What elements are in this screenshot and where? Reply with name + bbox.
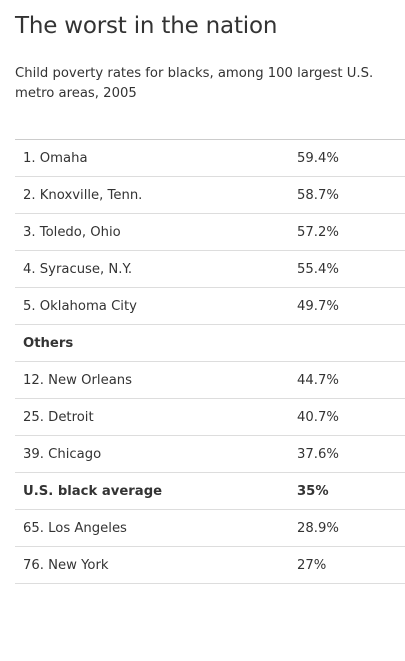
row-label: 5. Oklahoma City [15,287,297,325]
row-label: 1. Omaha [15,139,297,177]
table-row: 65. Los Angeles 28.9% [15,509,405,547]
row-label: Others [15,324,297,362]
poverty-rate-table: 1. Omaha 59.4% 2. Knoxville, Tenn. 58.7% 3. … [15,139,405,584]
row-label: 76. New York [15,546,297,584]
row-label: 3. Toledo, Ohio [15,213,297,251]
row-value: 40.7% [297,398,405,436]
row-value: 28.9% [297,509,405,547]
row-label: 4. Syracuse, N.Y. [15,250,297,288]
table-row: 5. Oklahoma City 49.7% [15,287,405,325]
table-row: 1. Omaha 59.4% [15,139,405,177]
row-label: 12. New Orleans [15,361,297,399]
row-value: 37.6% [297,435,405,473]
row-value: 55.4% [297,250,405,288]
table-section-row: U.S. black average 35% [15,472,405,510]
table-row: 39. Chicago 37.6% [15,435,405,473]
table-row: 2. Knoxville, Tenn. 58.7% [15,176,405,214]
row-value: 49.7% [297,287,405,325]
row-value: 44.7% [297,361,405,399]
table-row: 4. Syracuse, N.Y. 55.4% [15,250,405,288]
row-value: 27% [297,546,405,584]
row-label: 2. Knoxville, Tenn. [15,176,297,214]
chart-title: The worst in the nation [15,13,278,39]
row-value [297,324,405,362]
row-label: 65. Los Angeles [15,509,297,547]
row-label: 25. Detroit [15,398,297,436]
row-label: 39. Chicago [15,435,297,473]
row-value: 59.4% [297,139,405,177]
table-row: 25. Detroit 40.7% [15,398,405,436]
row-value: 57.2% [297,213,405,251]
chart-container: The worst in the nation Child poverty ra… [15,10,405,584]
table-row: 76. New York 27% [15,546,405,584]
chart-subtitle: Child poverty rates for blacks, among 10… [15,66,374,101]
table-row: 12. New Orleans 44.7% [15,361,405,399]
row-value: 58.7% [297,176,405,214]
table-section-row: Others [15,324,405,362]
table-row: 3. Toledo, Ohio 57.2% [15,213,405,251]
row-value: 35% [297,472,405,510]
row-label: U.S. black average [15,472,297,510]
